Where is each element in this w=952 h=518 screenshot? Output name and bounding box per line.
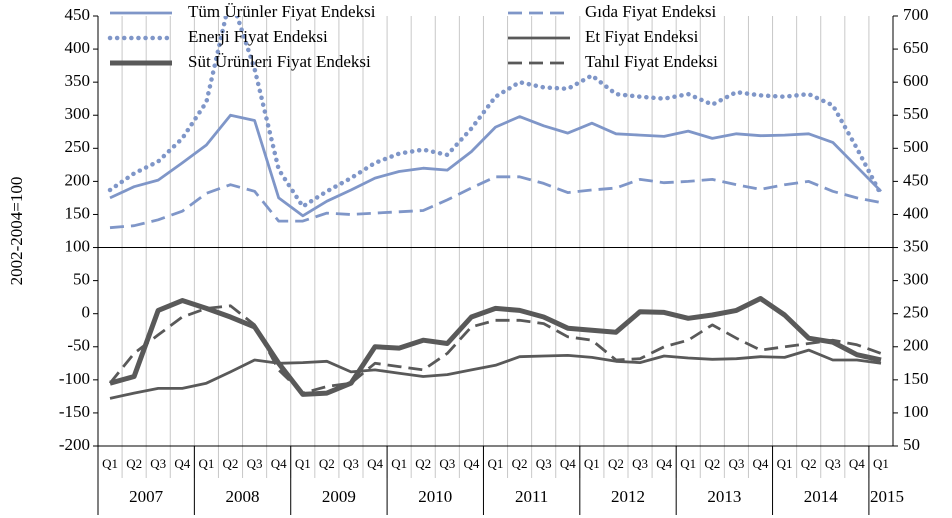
x-tick-label: Q2: [608, 456, 624, 471]
x-tick-label: Q4: [753, 456, 769, 471]
x-tick-label: Q1: [102, 456, 118, 471]
y-tick-label: 200: [65, 170, 91, 189]
y-tick-label: 300: [65, 104, 91, 123]
x-tick-label: Q3: [825, 456, 841, 471]
y2-tick-label: 550: [903, 104, 929, 123]
x-tick-label: Q1: [680, 456, 696, 471]
series-line: [109, 296, 882, 397]
y2-tick-label: 450: [903, 170, 929, 189]
x-tick-label: Q1: [584, 456, 600, 471]
x-tick-label: Q1: [198, 456, 214, 471]
legend-label: Tahıl Fiyat Endeksi: [585, 52, 718, 71]
x-tick-label: Q1: [873, 456, 889, 471]
year-label: 2013: [707, 487, 741, 506]
x-tick-label: Q3: [536, 456, 552, 471]
x-tick-label: Q1: [488, 456, 504, 471]
y2-tick-label: 50: [903, 435, 920, 454]
y2-tick-label: 200: [903, 336, 929, 355]
year-label: 2010: [418, 487, 452, 506]
x-tick-label: Q4: [367, 456, 383, 471]
x-tick-label: Q4: [174, 456, 190, 471]
legend-label: Süt Ürünleri Fiyat Endeksi: [188, 52, 371, 71]
y-tick-label: -50: [67, 336, 90, 355]
y2-tick-label: 400: [903, 203, 929, 222]
y2-tick-label: 250: [903, 303, 929, 322]
x-tick-label: Q3: [439, 456, 455, 471]
x-tick-label: Q3: [247, 456, 263, 471]
plot-lines: [107, 16, 884, 400]
y-axis-label: 2002-2004=100: [7, 177, 26, 286]
x-tick-label: Q2: [512, 456, 528, 471]
y2-tick-label: 300: [903, 270, 929, 289]
x-tick-label: Q1: [777, 456, 793, 471]
y2-tick-label: 600: [903, 71, 929, 90]
x-tick-label: Q4: [271, 456, 287, 471]
y-tick-label: 0: [82, 303, 91, 322]
year-label: 2007: [129, 487, 164, 506]
x-tick-label: Q2: [223, 456, 239, 471]
y-tick-label: 250: [65, 137, 91, 156]
y2-tick-label: 350: [903, 236, 929, 255]
y-tick-label: -200: [59, 435, 90, 454]
x-tick-label: Q2: [704, 456, 720, 471]
x-tick-label: Q3: [150, 456, 166, 471]
x-tick-label: Q3: [632, 456, 648, 471]
series-line: [109, 348, 882, 400]
year-label: 2008: [226, 487, 260, 506]
y-tick-label: 400: [65, 38, 91, 57]
y2-tick-label: 700: [903, 5, 929, 24]
series-line: [108, 304, 882, 395]
x-tick-label: Q2: [415, 456, 431, 471]
legend-label: Gıda Fiyat Endeksi: [585, 2, 717, 21]
x-tick-label: Q4: [849, 456, 865, 471]
y2-tick-label: 150: [903, 369, 929, 388]
series-line: [107, 16, 884, 209]
y-tick-label: 350: [65, 71, 91, 90]
x-tick-label: Q3: [728, 456, 744, 471]
year-label: 2015: [870, 487, 904, 506]
legend-label: Enerji Fiyat Endeksi: [188, 27, 328, 46]
y-tick-label: 150: [65, 203, 91, 222]
legend-label: Et Fiyat Endeksi: [585, 27, 699, 46]
y-tick-label: -150: [59, 402, 90, 421]
x-tick-label: Q1: [391, 456, 407, 471]
x-tick-label: Q1: [295, 456, 311, 471]
y-tick-label: 100: [65, 236, 91, 255]
legend-label: Tüm Ürünler Fiyat Endeksi: [188, 2, 376, 21]
series-line: [109, 175, 882, 230]
x-tick-label: Q4: [656, 456, 672, 471]
x-tick-label: Q2: [801, 456, 817, 471]
year-label: 2009: [322, 487, 356, 506]
x-tick-label: Q3: [343, 456, 359, 471]
y2-tick-label: 100: [903, 402, 929, 421]
year-label: 2012: [611, 487, 645, 506]
x-tick-label: Q2: [126, 456, 142, 471]
year-label: 2014: [804, 487, 839, 506]
y2-tick-label: 650: [903, 38, 929, 57]
y2-tick-label: 500: [903, 137, 929, 156]
x-tick-label: Q4: [560, 456, 576, 471]
series-line: [109, 113, 882, 218]
year-label: 2011: [515, 487, 548, 506]
y-tick-label: 50: [73, 270, 90, 289]
y-tick-label: -100: [59, 369, 90, 388]
y-tick-label: 450: [65, 5, 91, 24]
x-tick-label: Q4: [463, 456, 479, 471]
x-tick-label: Q2: [319, 456, 335, 471]
